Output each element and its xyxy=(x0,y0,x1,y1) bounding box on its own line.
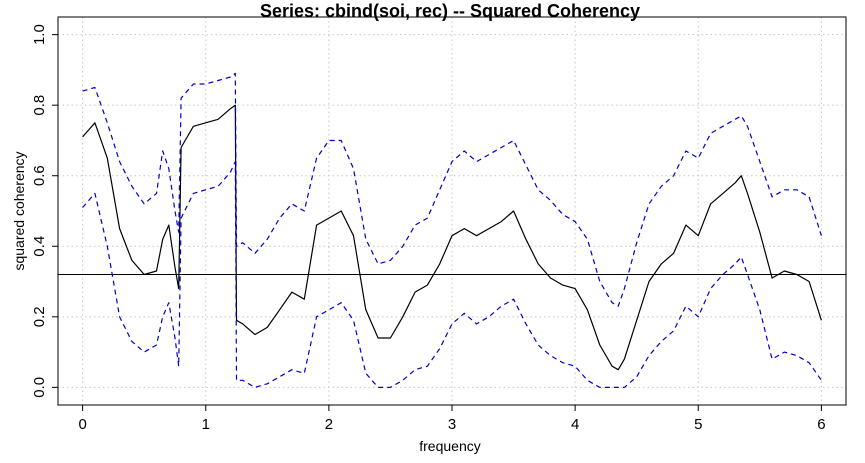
y-axis-ticks: 0.0 0.2 0.4 0.6 0.8 1.0 xyxy=(31,24,58,398)
y-axis-label: squared coherency xyxy=(11,151,27,270)
y-tick-label: 1.0 xyxy=(31,24,48,45)
x-tick-label: 4 xyxy=(571,416,579,433)
x-tick-label: 0 xyxy=(78,416,86,433)
x-axis-label: frequency xyxy=(419,438,480,454)
grid-layer xyxy=(58,17,846,405)
x-tick-label: 1 xyxy=(202,416,210,433)
series-layer xyxy=(82,72,822,388)
y-tick-label: 0.0 xyxy=(31,377,48,398)
chart-title: Series: cbind(soi, rec) -- Squared Coher… xyxy=(260,1,640,21)
series-line-coherency xyxy=(82,104,822,371)
x-tick-label: 2 xyxy=(325,416,333,433)
x-axis-ticks: 0 1 2 3 4 5 6 xyxy=(78,405,826,433)
series-line-upper-band xyxy=(82,72,822,307)
y-tick-label: 0.2 xyxy=(31,306,48,327)
y-tick-label: 0.8 xyxy=(31,95,48,116)
x-tick-label: 6 xyxy=(817,416,825,433)
series-line-lower-band xyxy=(82,161,822,388)
y-tick-label: 0.6 xyxy=(31,165,48,186)
x-tick-label: 5 xyxy=(694,416,702,433)
y-tick-label: 0.4 xyxy=(31,236,48,257)
x-tick-label: 3 xyxy=(448,416,456,433)
